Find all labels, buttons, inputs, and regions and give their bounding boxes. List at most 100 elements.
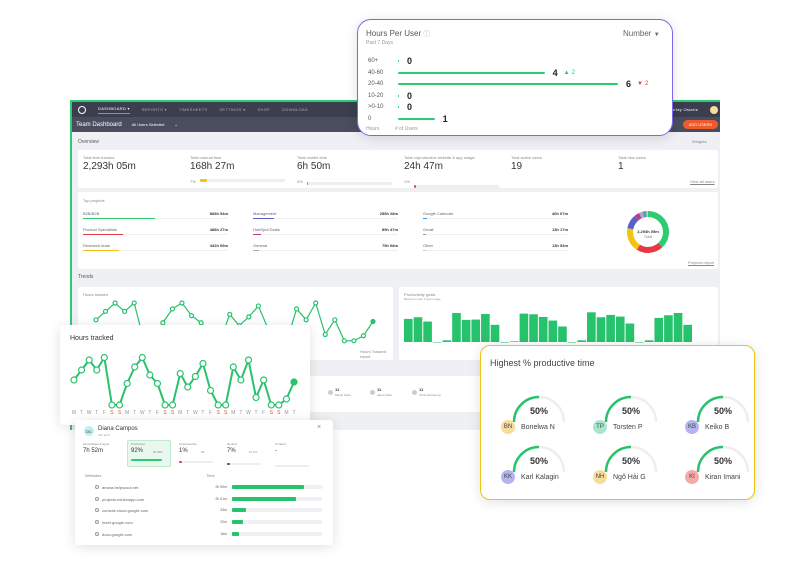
x-tick-label: M <box>72 410 76 416</box>
stat-value: 24h 47m <box>404 161 443 172</box>
data-point <box>237 376 245 384</box>
projects-report-link[interactable]: Projects report <box>688 260 715 265</box>
gauge-user[interactable]: TP Torsten P <box>593 420 643 434</box>
avatar: KK <box>501 470 515 484</box>
project-item[interactable]: Other 13h 53m <box>423 243 568 248</box>
count-value: 6 <box>626 79 632 89</box>
site-time: 2h 51m <box>215 496 227 501</box>
x-tick-label: T <box>148 410 151 416</box>
data-point <box>160 320 166 326</box>
productivity-bar <box>471 319 481 342</box>
gauge-user[interactable]: NH Ngô Hải G <box>593 470 646 484</box>
stat-label: Productive <box>131 442 146 446</box>
user-name[interactable]: Moritz Kane <box>335 393 352 397</box>
stat-label: Total new users <box>618 155 646 160</box>
avatar[interactable] <box>710 105 718 114</box>
project-name: HubSpot Deals <box>253 227 280 232</box>
avatar: KI <box>685 470 699 484</box>
x-tick-label: F <box>209 410 212 416</box>
top-projects: Top projects 2,293h 05m Total Projects r… <box>78 192 718 269</box>
gauge-user[interactable]: BN Bonelwa N <box>501 420 555 434</box>
nav-settings[interactable]: SETTINGS ▾ <box>219 107 246 112</box>
gauge-user[interactable]: KB Keiko B <box>685 420 729 434</box>
project-value: 40h 07m <box>551 211 568 216</box>
x-tick-label: S <box>216 410 220 416</box>
user-name[interactable]: Chris Armstrong <box>419 393 441 397</box>
add-users-button[interactable]: ADD USERS <box>682 120 718 129</box>
hours-report-link[interactable]: Hours Tracked report <box>360 349 387 359</box>
user-name: Keiko B <box>705 423 730 431</box>
nav-timesheets[interactable]: TIMESHEETS <box>178 107 208 112</box>
data-point <box>184 383 192 391</box>
hours-row: 60+ 0 <box>368 56 668 66</box>
count-value: 0 <box>407 56 413 66</box>
data-point <box>260 376 268 384</box>
data-point <box>146 371 154 379</box>
x-tick-label: T <box>255 410 258 416</box>
site-name[interactable]: meet.google.com <box>102 520 133 526</box>
gauge-user[interactable]: KK Karl Kalagin <box>501 470 559 484</box>
range-label: 20-40 <box>368 81 384 87</box>
nav-download[interactable]: DOWNLOAD <box>282 107 309 112</box>
site-name[interactable]: console.cloud.google.com <box>102 508 149 514</box>
x-tick-label: F <box>262 410 265 416</box>
nav-reports[interactable]: REPORTS ▾ <box>141 107 167 112</box>
x-tick-label: S <box>277 410 281 416</box>
gauge-fill <box>696 445 724 472</box>
chevron-down-icon[interactable]: ⌄ <box>174 122 178 127</box>
user-name[interactable]: Arlay Osiaris <box>671 107 698 112</box>
stat-label: Unrated <box>275 442 286 446</box>
project-item[interactable]: HubSpot Deals 89h 47m <box>253 227 398 232</box>
x-tick-label: T <box>133 410 136 416</box>
data-point <box>322 331 328 338</box>
site-name[interactable]: projects.minionapp.com <box>102 496 145 502</box>
widgets-button[interactable]: Widgets <box>692 139 707 144</box>
project-item[interactable]: Management 255h 28m <box>253 211 398 216</box>
project-item[interactable]: Research team 432h 09m <box>83 243 228 248</box>
nav-dashboard[interactable]: DASHBOARD ▾ <box>98 106 130 114</box>
data-point <box>153 379 162 388</box>
project-item[interactable]: Product Specialists 488h 27m <box>83 227 228 232</box>
view-all-users-link[interactable]: View all users <box>690 179 715 184</box>
data-point <box>77 366 86 374</box>
gauge-user[interactable]: KI Kiran Imani <box>685 470 740 484</box>
productivity-bar <box>442 340 452 342</box>
data-point <box>214 401 222 409</box>
triangle-up-icon: ▲ <box>563 69 570 76</box>
user-role: Info tech <box>98 433 110 437</box>
productivity-bar <box>509 341 519 342</box>
project-item[interactable]: Gmail 13h 17m <box>423 227 568 232</box>
project-bar <box>253 234 398 235</box>
data-point <box>191 372 199 381</box>
productivity-bar <box>606 314 615 342</box>
info-icon[interactable]: ⓘ <box>423 31 431 38</box>
stat-sub: 5m <box>201 450 206 454</box>
hours-tracked-title: Hours tracked <box>83 292 108 297</box>
user-name[interactable]: Jason Seul <box>377 393 392 397</box>
site-bar <box>232 520 322 525</box>
donut-slice <box>647 211 669 248</box>
hours-per-user-subtitle: Past 7 Days <box>366 40 393 46</box>
avatar: DC <box>84 426 94 436</box>
nav-shop[interactable]: SHOP <box>257 107 271 112</box>
y-axis-label: # of Users <box>395 126 418 132</box>
close-icon[interactable]: × <box>317 424 322 431</box>
data-point <box>222 401 230 409</box>
data-point <box>115 401 124 409</box>
site-name[interactable]: docs.google.com <box>102 531 133 537</box>
project-item[interactable]: B2B/B2B 868h 54m <box>83 211 228 216</box>
donut-slice <box>636 242 663 253</box>
stat-value: 19 <box>511 161 523 172</box>
project-item[interactable]: Google Calendar 40h 07m <box>423 211 568 216</box>
productivity-bar <box>673 312 683 342</box>
user-name: Ngô Hải G <box>613 473 646 481</box>
productivity-bar <box>490 324 500 342</box>
user-filter-dropdown[interactable]: All Users Selected <box>131 122 165 127</box>
metric-dropdown[interactable]: Number ▼ <box>623 29 660 38</box>
site-name[interactable]: amara.helpscout.net <box>102 485 139 490</box>
user-name: Torsten P <box>613 423 643 431</box>
range-label: 10-20 <box>368 92 384 99</box>
stat-progress-bar <box>200 179 285 182</box>
data-point <box>246 314 252 320</box>
project-item[interactable]: General 79h 08m <box>253 243 398 248</box>
